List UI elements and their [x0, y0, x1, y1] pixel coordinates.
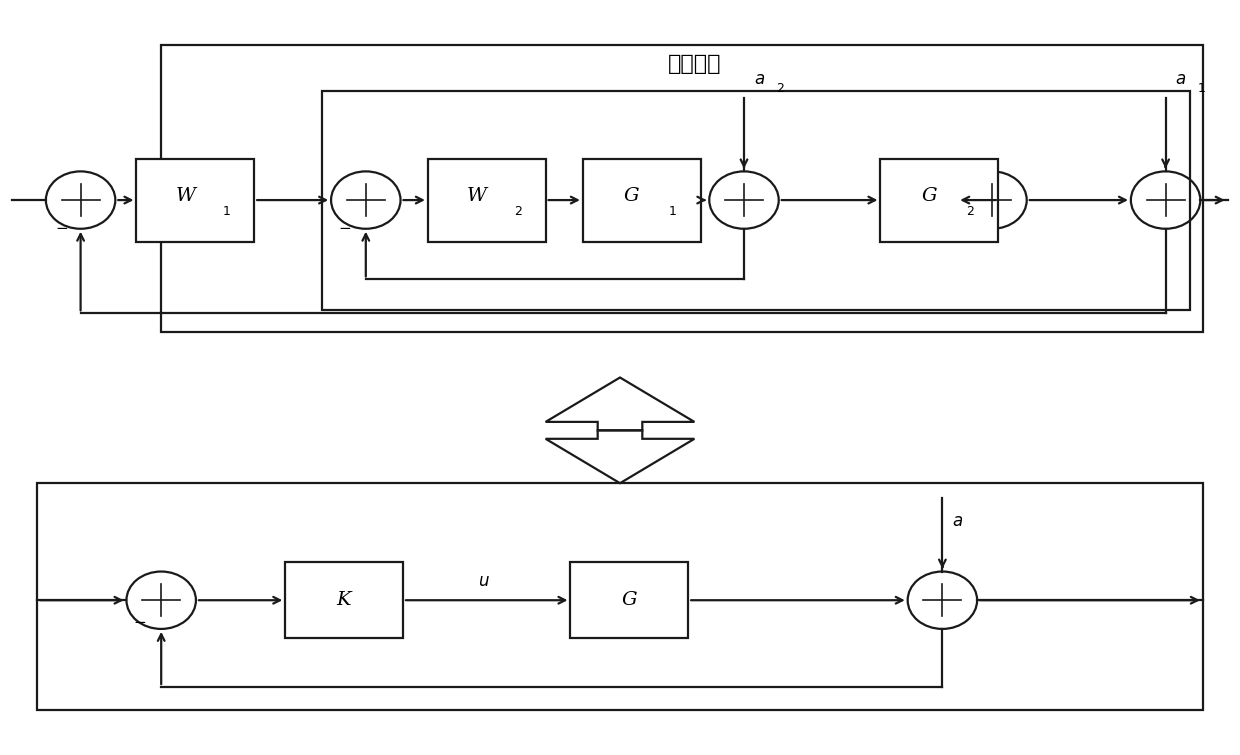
Text: −: −	[339, 220, 351, 236]
FancyBboxPatch shape	[136, 159, 254, 242]
FancyBboxPatch shape	[428, 159, 546, 242]
Text: 2: 2	[966, 205, 975, 218]
Text: a: a	[754, 70, 764, 88]
FancyBboxPatch shape	[880, 159, 998, 242]
Text: u: u	[479, 572, 489, 590]
Text: 1: 1	[222, 205, 231, 218]
FancyBboxPatch shape	[37, 483, 1203, 710]
Text: a: a	[1176, 70, 1185, 88]
Text: 广义对象: 广义对象	[667, 54, 722, 74]
FancyBboxPatch shape	[161, 45, 1203, 332]
Text: 2: 2	[513, 205, 522, 218]
Text: 1: 1	[1198, 82, 1205, 95]
FancyBboxPatch shape	[570, 562, 688, 638]
Text: 2: 2	[776, 82, 784, 95]
Text: W: W	[466, 187, 487, 205]
Text: −: −	[134, 615, 146, 630]
Text: G: G	[621, 591, 637, 609]
Text: −: −	[56, 220, 68, 236]
Text: G: G	[921, 187, 937, 205]
Text: 1: 1	[668, 205, 677, 218]
FancyBboxPatch shape	[583, 159, 701, 242]
Text: K: K	[337, 591, 351, 609]
FancyBboxPatch shape	[285, 562, 403, 638]
Text: W: W	[175, 187, 196, 205]
Text: G: G	[624, 187, 640, 205]
Text: a: a	[952, 512, 962, 530]
